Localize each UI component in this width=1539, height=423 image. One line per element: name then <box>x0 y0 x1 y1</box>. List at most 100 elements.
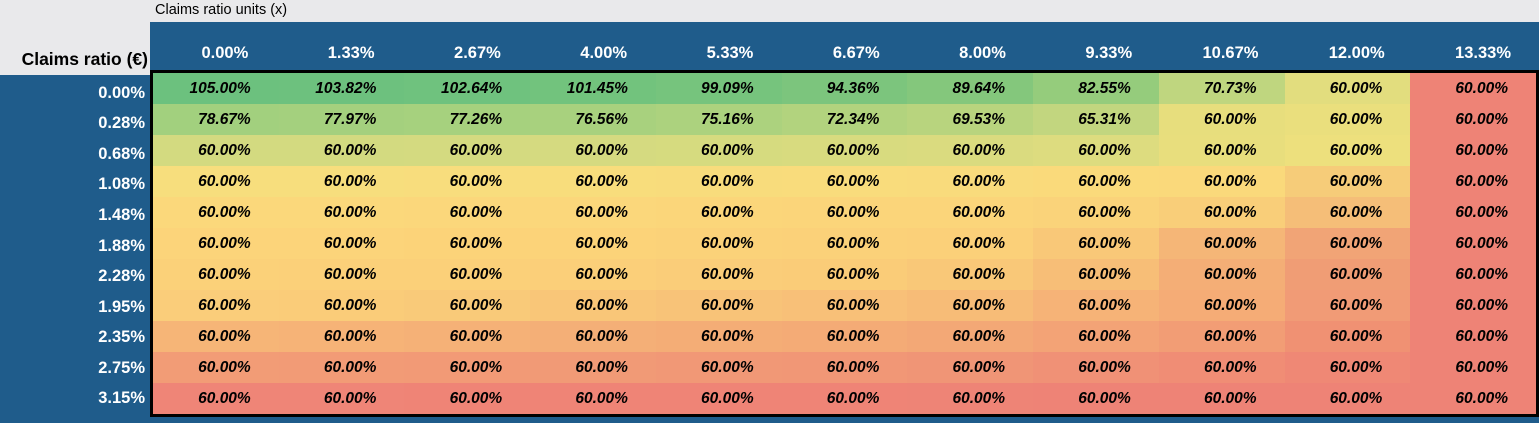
table-cell[interactable]: 60.00% <box>907 383 1034 414</box>
table-cell[interactable]: 60.00% <box>530 197 656 228</box>
table-cell[interactable]: 60.00% <box>1033 290 1159 321</box>
table-cell[interactable]: 60.00% <box>1284 197 1411 228</box>
table-cell[interactable]: 60.00% <box>1410 352 1536 383</box>
table-cell[interactable]: 60.00% <box>1033 166 1159 197</box>
table-cell[interactable]: 76.56% <box>530 104 656 135</box>
table-cell[interactable]: 60.00% <box>1284 104 1411 135</box>
table-cell[interactable]: 60.00% <box>530 259 656 290</box>
table-cell[interactable]: 60.00% <box>781 197 908 228</box>
table-cell[interactable]: 60.00% <box>530 228 656 259</box>
row-header[interactable]: 1.08% <box>98 175 145 194</box>
column-header[interactable]: 5.33% <box>706 44 754 62</box>
table-cell[interactable]: 60.00% <box>1410 135 1536 166</box>
table-cell[interactable]: 60.00% <box>655 228 782 259</box>
table-cell[interactable]: 60.00% <box>153 290 279 321</box>
table-cell[interactable]: 60.00% <box>1158 166 1285 197</box>
table-cell[interactable]: 60.00% <box>404 352 531 383</box>
table-cell[interactable]: 60.00% <box>1410 166 1536 197</box>
row-header[interactable]: 1.95% <box>98 297 145 316</box>
table-cell[interactable]: 77.97% <box>278 104 405 135</box>
table-cell[interactable]: 65.31% <box>1033 104 1159 135</box>
column-header[interactable]: 8.00% <box>959 44 1006 62</box>
table-cell[interactable]: 60.00% <box>530 290 656 321</box>
table-cell[interactable]: 60.00% <box>781 135 908 166</box>
table-cell[interactable]: 60.00% <box>655 290 782 321</box>
row-header[interactable]: 1.48% <box>98 205 145 224</box>
table-cell[interactable]: 60.00% <box>1033 321 1159 352</box>
table-cell[interactable]: 77.26% <box>404 104 531 135</box>
table-cell[interactable]: 60.00% <box>153 197 279 228</box>
table-cell[interactable]: 60.00% <box>781 166 908 197</box>
table-cell[interactable]: 72.34% <box>781 104 908 135</box>
table-cell[interactable]: 60.00% <box>1284 228 1411 259</box>
table-cell[interactable]: 60.00% <box>1158 259 1285 290</box>
table-cell[interactable]: 60.00% <box>1284 290 1411 321</box>
table-cell[interactable]: 60.00% <box>153 135 279 166</box>
table-cell[interactable]: 60.00% <box>1284 73 1411 104</box>
table-cell[interactable]: 105.00% <box>153 73 279 104</box>
column-header[interactable]: 0.00% <box>201 44 249 62</box>
table-cell[interactable]: 60.00% <box>907 228 1034 259</box>
table-cell[interactable]: 60.00% <box>404 259 531 290</box>
table-cell[interactable]: 60.00% <box>655 197 782 228</box>
table-cell[interactable]: 60.00% <box>907 197 1034 228</box>
column-header[interactable]: 10.67% <box>1202 44 1259 62</box>
table-cell[interactable]: 60.00% <box>1158 290 1285 321</box>
table-cell[interactable]: 102.64% <box>404 73 531 104</box>
table-cell[interactable]: 60.00% <box>153 321 279 352</box>
table-cell[interactable]: 60.00% <box>1284 259 1411 290</box>
table-cell[interactable]: 60.00% <box>278 197 405 228</box>
table-cell[interactable]: 60.00% <box>530 321 656 352</box>
table-cell[interactable]: 60.00% <box>907 259 1034 290</box>
table-cell[interactable]: 60.00% <box>404 383 531 414</box>
table-cell[interactable]: 75.16% <box>655 104 782 135</box>
table-cell[interactable]: 60.00% <box>530 166 656 197</box>
table-cell[interactable]: 89.64% <box>907 73 1034 104</box>
table-cell[interactable]: 60.00% <box>153 228 279 259</box>
table-cell[interactable]: 94.36% <box>781 73 908 104</box>
row-header[interactable]: 1.88% <box>98 236 145 255</box>
table-cell[interactable]: 60.00% <box>1410 104 1536 135</box>
column-header[interactable]: 12.00% <box>1328 44 1385 62</box>
table-cell[interactable]: 60.00% <box>530 352 656 383</box>
column-header[interactable]: 2.67% <box>454 44 501 62</box>
table-cell[interactable]: 60.00% <box>1158 383 1285 414</box>
table-cell[interactable]: 60.00% <box>1410 321 1536 352</box>
table-cell[interactable]: 82.55% <box>1033 73 1159 104</box>
table-cell[interactable]: 60.00% <box>781 290 908 321</box>
table-cell[interactable]: 78.67% <box>153 104 279 135</box>
table-cell[interactable]: 99.09% <box>655 73 782 104</box>
table-cell[interactable]: 60.00% <box>530 383 656 414</box>
table-cell[interactable]: 60.00% <box>1033 228 1159 259</box>
table-cell[interactable]: 60.00% <box>781 259 908 290</box>
table-cell[interactable]: 60.00% <box>278 166 405 197</box>
table-cell[interactable]: 60.00% <box>404 166 531 197</box>
table-cell[interactable]: 60.00% <box>1033 259 1159 290</box>
row-header[interactable]: 0.28% <box>98 114 145 133</box>
table-cell[interactable]: 60.00% <box>655 383 782 414</box>
table-cell[interactable]: 60.00% <box>1410 290 1536 321</box>
table-cell[interactable]: 60.00% <box>655 259 782 290</box>
table-cell[interactable]: 60.00% <box>781 352 908 383</box>
table-cell[interactable]: 60.00% <box>1410 197 1536 228</box>
table-cell[interactable]: 69.53% <box>907 104 1034 135</box>
row-header[interactable]: 2.35% <box>98 328 145 347</box>
column-header[interactable]: 4.00% <box>580 44 628 62</box>
table-cell[interactable]: 60.00% <box>1284 383 1411 414</box>
table-cell[interactable]: 60.00% <box>1410 228 1536 259</box>
table-cell[interactable]: 60.00% <box>907 290 1034 321</box>
table-cell[interactable]: 60.00% <box>404 197 531 228</box>
table-cell[interactable]: 60.00% <box>1033 383 1159 414</box>
table-cell[interactable]: 60.00% <box>1158 135 1285 166</box>
column-header[interactable]: 9.33% <box>1085 44 1133 62</box>
table-cell[interactable]: 60.00% <box>153 383 279 414</box>
table-cell[interactable]: 60.00% <box>1158 228 1285 259</box>
table-cell[interactable]: 60.00% <box>404 290 531 321</box>
table-cell[interactable]: 60.00% <box>781 321 908 352</box>
column-header[interactable]: 13.33% <box>1455 44 1511 62</box>
table-cell[interactable]: 60.00% <box>404 321 531 352</box>
table-cell[interactable]: 60.00% <box>781 228 908 259</box>
table-cell[interactable]: 60.00% <box>530 135 656 166</box>
table-cell[interactable]: 60.00% <box>655 321 782 352</box>
table-cell[interactable]: 60.00% <box>1284 135 1411 166</box>
